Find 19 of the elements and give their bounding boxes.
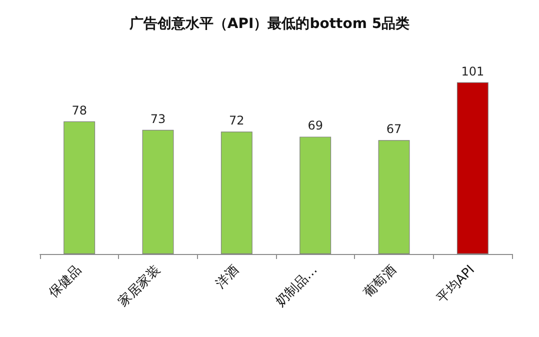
bar	[142, 130, 174, 254]
x-tick-label: 家居家装	[115, 262, 164, 310]
data-label: 67	[386, 122, 402, 136]
x-tick-label: 葡萄酒	[361, 262, 400, 301]
data-label: 73	[150, 112, 166, 126]
bar	[220, 132, 252, 254]
data-label: 78	[72, 103, 87, 118]
data-label: 69	[308, 118, 323, 133]
bar	[378, 140, 410, 254]
chart-title: 广告创意水平（API）最低的bottom 5品类	[128, 15, 410, 32]
bar	[300, 136, 332, 254]
data-label: 72	[229, 114, 244, 128]
x-tick-label: 平均API	[434, 262, 478, 306]
data-label: 101	[461, 64, 484, 78]
x-tick-label: 保健品	[46, 262, 85, 301]
bar	[64, 121, 96, 254]
x-tick-label: 奶制品…	[273, 262, 321, 310]
x-tick-label: 洋酒	[212, 262, 242, 292]
bar	[456, 82, 488, 254]
